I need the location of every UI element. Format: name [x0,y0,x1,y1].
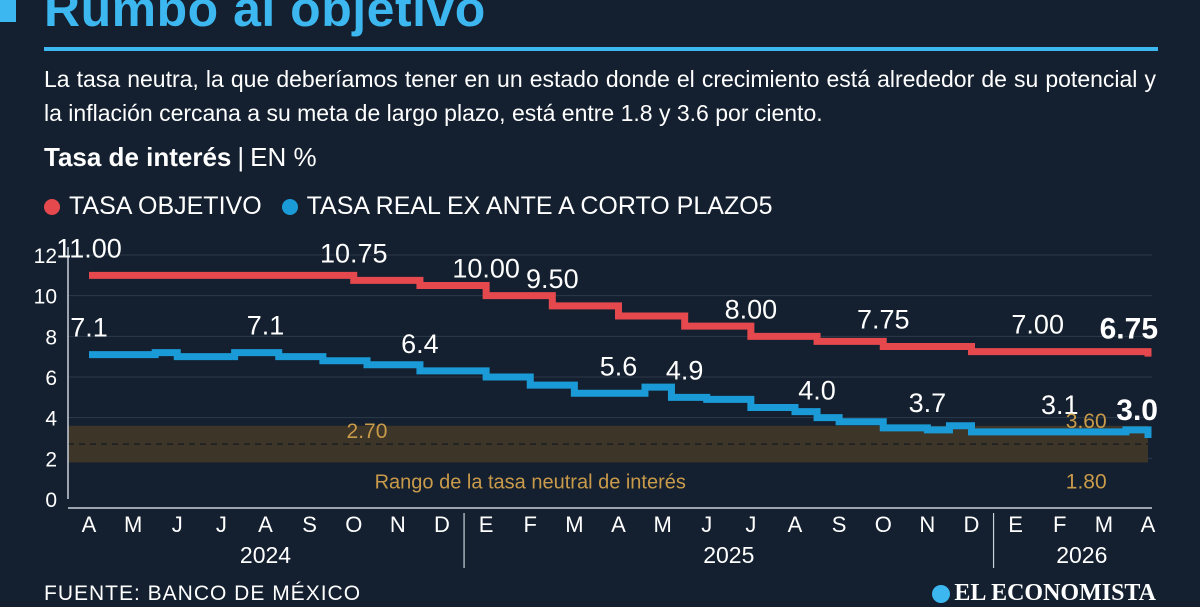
neutral-low-label: 1.80 [1066,470,1107,493]
y-tick-label-2: 2 [45,448,57,471]
legend-item-real-rate: TASA REAL EX ANTE A CORTO PLAZO5 [281,192,773,221]
data-label-s0-1: 10.75 [320,238,388,268]
neutral-mid-label: 2.70 [347,420,388,443]
x-tick-label-0: A [82,512,97,537]
neutral-range-label: Rango de la tasa neutral de interés [375,471,686,493]
x-tick-label-5: S [302,512,317,537]
data-label-s0-2: 10.00 [452,254,520,284]
data-label-s1-4: 4.9 [666,355,704,385]
x-tick-label-18: O [875,512,892,537]
x-tick-label-11: M [565,512,583,537]
x-tick-label-16: A [788,512,803,537]
chart-unit: EN % [250,142,317,172]
y-tick-label-8: 8 [45,326,57,349]
data-label-s1-2: 6.4 [401,329,439,359]
x-tick-label-17: S [832,512,847,537]
y-tick-label-10: 10 [34,286,57,309]
x-tick-label-6: O [345,512,362,537]
x-tick-label-22: F [1053,512,1066,537]
data-label-s1-8: 3.0 [1116,394,1158,427]
data-label-s0-5: 7.75 [857,305,910,335]
x-tick-label-8: D [434,512,450,537]
data-label-s1-1: 7.1 [247,311,285,341]
x-tick-label-9: E [479,512,494,537]
x-tick-label-24: A [1141,512,1156,537]
year-label-1: 2025 [703,542,754,568]
data-label-s1-5: 4.0 [798,376,836,406]
x-tick-label-21: E [1008,512,1023,537]
data-label-s0-4: 8.00 [725,294,778,324]
data-label-s1-0: 7.1 [70,313,108,343]
data-label-s1-6: 3.7 [909,388,947,418]
data-label-s1-7: 3.1 [1041,390,1079,420]
legend-dot-real-rate [281,198,298,215]
brand-logo: EL ECONOMISTA [932,580,1156,607]
x-tick-label-15: J [745,512,756,537]
data-label-s0-0: 11.00 [56,233,122,263]
data-label-s0-7: 6.75 [1100,313,1158,346]
y-tick-label-6: 6 [45,367,57,390]
x-tick-label-3: J [216,512,227,537]
x-tick-label-10: F [524,512,537,537]
y-tick-label-12: 12 [34,245,57,268]
x-tick-label-1: M [124,512,142,537]
x-tick-label-12: A [611,512,626,537]
series-line-0 [89,271,1152,357]
x-tick-label-23: M [1095,512,1113,537]
legend-item-target-rate: TASA OBJETIVO [44,192,262,221]
x-tick-label-14: J [701,512,712,537]
year-label-2: 2026 [1056,542,1107,568]
x-tick-label-13: M [653,512,671,537]
series-line-1 [89,349,1152,438]
chart-title: Tasa de interés [44,142,232,172]
x-tick-label-20: D [964,512,980,537]
brand-name: EL ECONOMISTA [954,580,1156,606]
year-label-0: 2024 [240,542,291,568]
y-tick-label-4: 4 [45,408,57,431]
legend-label-target-rate: TASA OBJETIVO [69,192,262,220]
neutral-high-label: 3.60 [1066,410,1107,433]
data-label-s0-6: 7.00 [1011,310,1064,340]
legend-label-real-rate: TASA REAL EX ANTE A CORTO PLAZO5 [306,192,773,220]
chart-legend: TASA OBJETIVO TASA REAL EX ANTE A CORTO … [44,192,793,221]
page-title: Rumbo al objetivo [44,0,486,37]
brand-globe-icon [932,585,951,604]
chart-heading: Tasa de interés | EN % [44,142,317,173]
title-rule [44,47,1158,51]
source-note: FUENTE: BANCO DE MÉXICO [44,582,362,605]
x-tick-label-4: A [258,512,273,537]
x-tick-label-19: N [919,512,935,537]
y-tick-label-0: 0 [45,489,57,512]
legend-dot-target-rate [44,198,60,215]
data-label-s0-3: 9.50 [526,264,579,294]
x-tick-label-2: J [172,512,183,537]
page-subtitle: La tasa neutra, la que deberíamos tener … [44,66,1156,126]
chart-heading-separator: | [237,142,245,172]
data-label-s1-3: 5.6 [600,351,638,381]
x-tick-label-7: N [390,512,406,537]
title-accent-mark [0,0,16,22]
